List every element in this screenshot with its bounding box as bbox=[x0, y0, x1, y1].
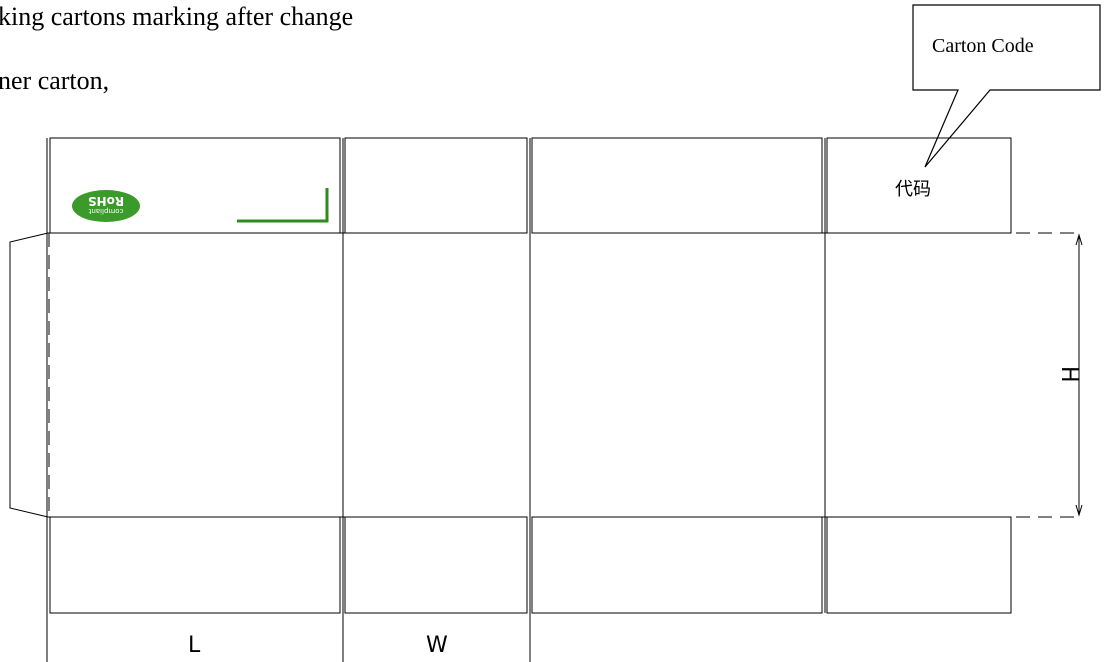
height-dimension bbox=[1075, 233, 1083, 517]
bottom-flap-4 bbox=[826, 516, 1012, 614]
carton-code-label: Carton Code bbox=[932, 35, 1034, 57]
carton-code-callout: Carton Code bbox=[912, 4, 1101, 168]
instruction-line-1: king cartons marking after change bbox=[0, 2, 354, 31]
length-label: L bbox=[188, 633, 201, 658]
glue-tab bbox=[9, 232, 49, 518]
height-label: H bbox=[1056, 366, 1081, 383]
bottom-flap-2 bbox=[344, 516, 528, 614]
top-flap-1 bbox=[49, 137, 341, 234]
top-flap-3 bbox=[531, 137, 823, 234]
carton-code-text: 代码 bbox=[895, 179, 931, 200]
bottom-flap-3 bbox=[531, 516, 823, 614]
svg-text:RoHS: RoHS bbox=[88, 194, 124, 208]
width-label: W bbox=[426, 633, 448, 658]
green-corner-mark bbox=[237, 188, 329, 223]
panel-edges bbox=[46, 138, 826, 662]
rohs-logo: compliant RoHS bbox=[72, 190, 140, 222]
instruction-line-2: ner carton, bbox=[0, 66, 110, 95]
svg-text:compliant: compliant bbox=[88, 207, 123, 215]
top-flap-2 bbox=[344, 137, 528, 234]
fold-lines bbox=[48, 232, 1080, 518]
bottom-flap-1 bbox=[49, 516, 341, 614]
